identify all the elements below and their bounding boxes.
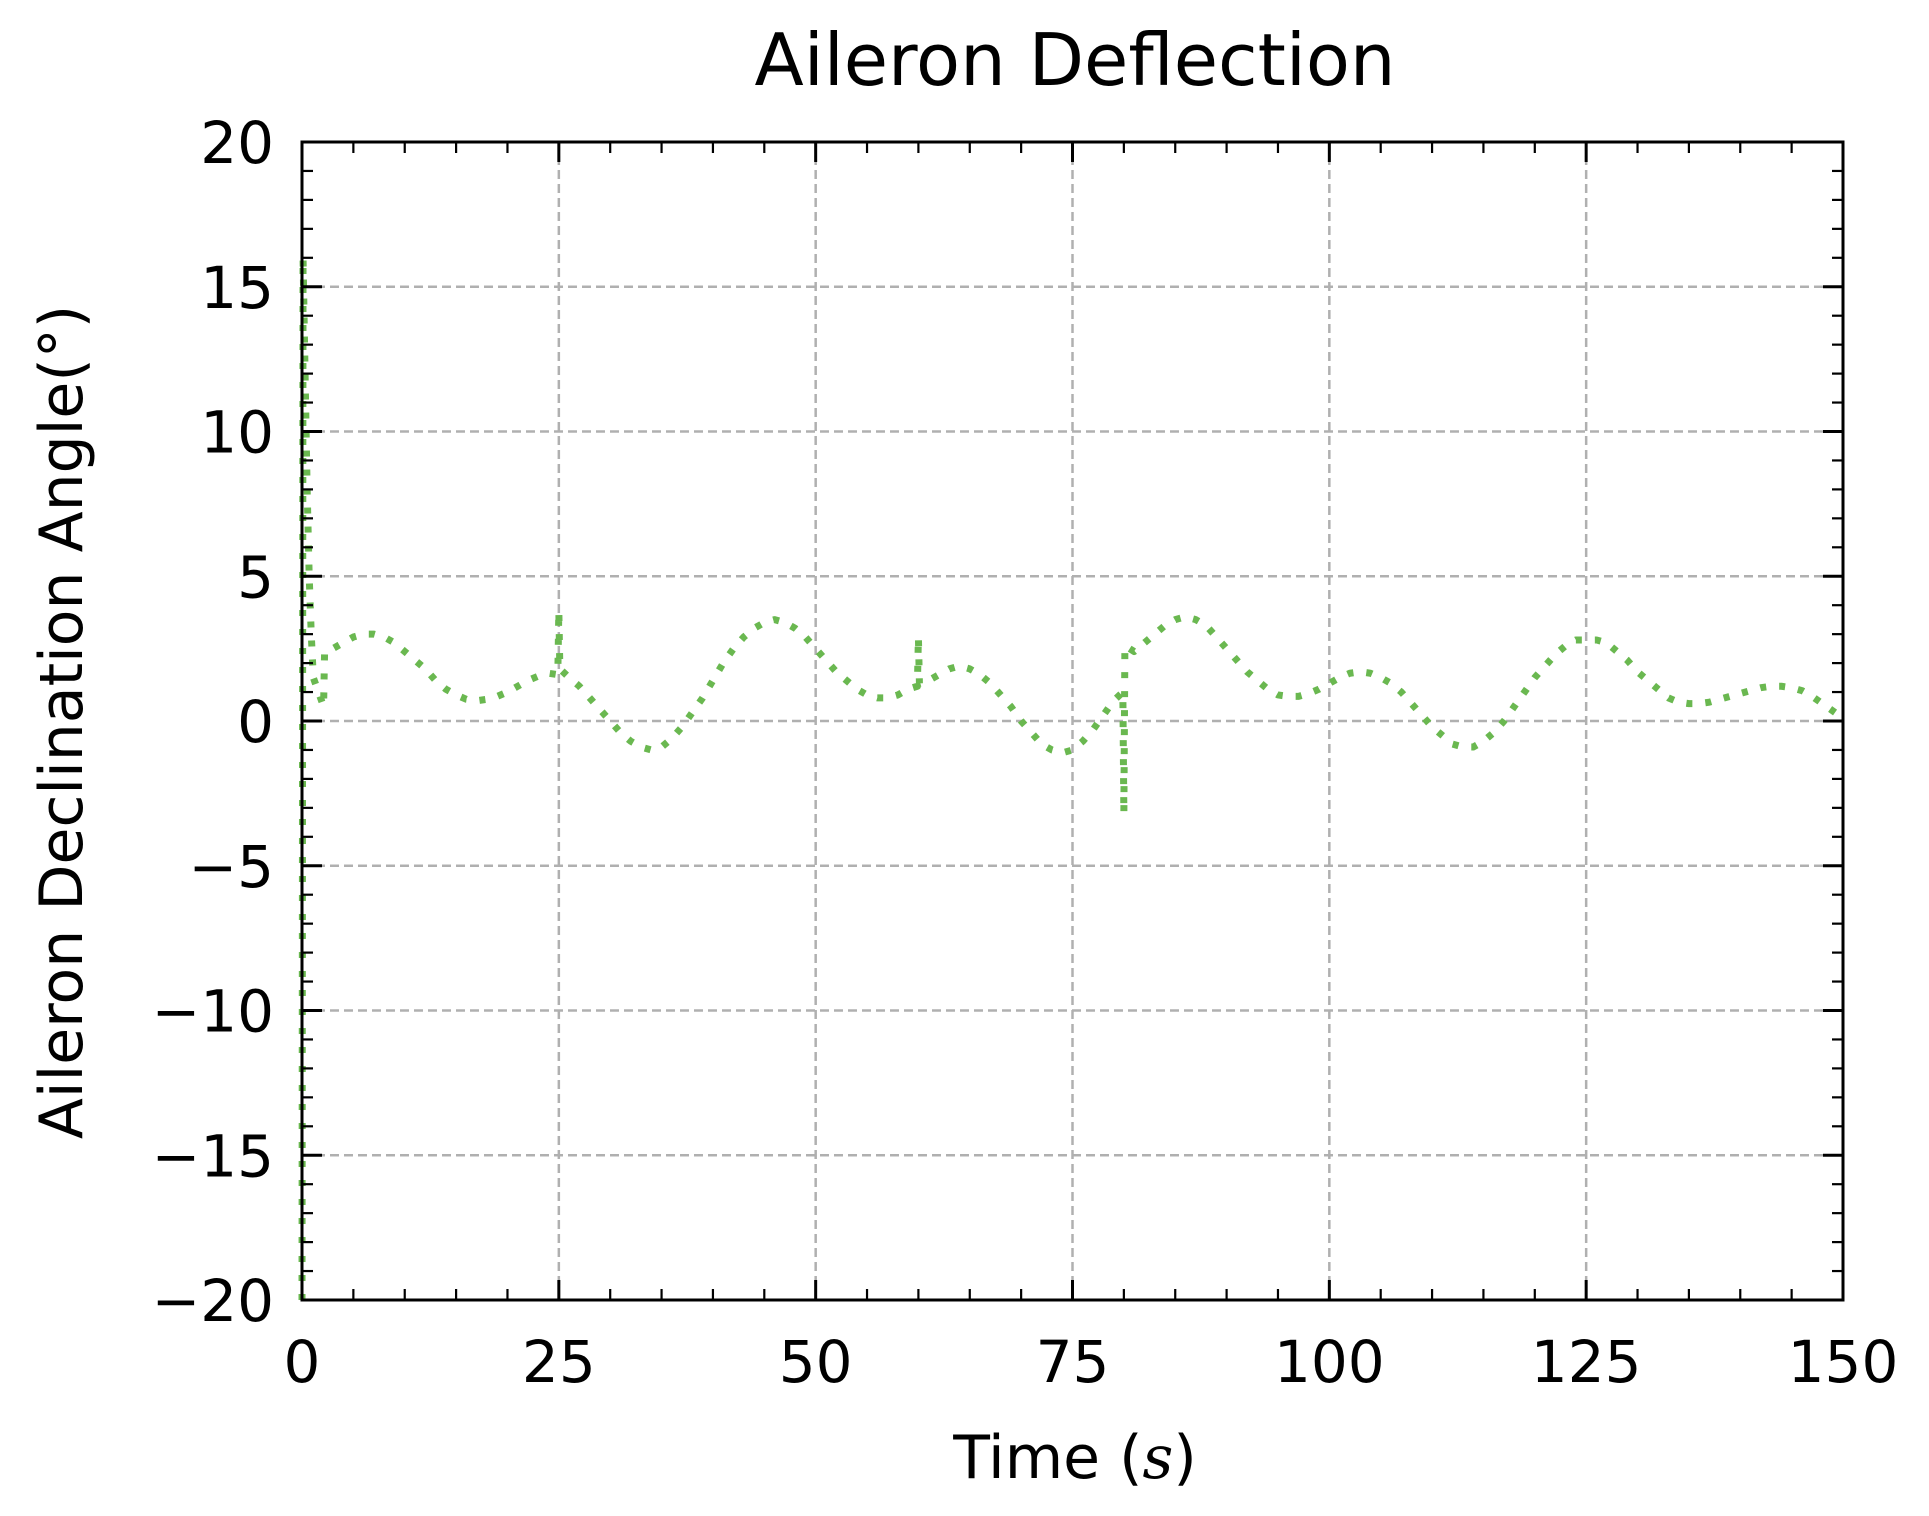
y-tick-label: 10: [200, 399, 274, 467]
y-axis-label: Aileron Declination Angle(°): [27, 305, 97, 1139]
x-tick-label: 100: [1274, 1328, 1385, 1396]
x-axis-label-prefix: Time (: [952, 1423, 1142, 1493]
x-tick-label: 150: [1788, 1328, 1899, 1396]
chart-title: Aileron Deflection: [754, 18, 1395, 102]
y-tick-label: 5: [237, 543, 274, 611]
plot-frame: [300, 140, 1845, 1302]
x-axis-label: Time (s): [952, 1423, 1197, 1493]
y-tick-label: −15: [152, 1122, 274, 1190]
data-series: [298, 254, 1846, 1301]
y-tick-label: −10: [152, 978, 274, 1046]
x-tick-label: 25: [522, 1328, 596, 1396]
tick-labels: 0 25 50 75 100 125 150 −20 −15 −10 −5 0 5 10 15 20: [152, 109, 1899, 1396]
x-tick-label: 50: [779, 1328, 853, 1396]
y-tick-label: 20: [200, 109, 274, 177]
x-tick-label: 125: [1531, 1328, 1642, 1396]
x-axis-label-suffix: ): [1173, 1423, 1196, 1493]
x-tick-label: 0: [284, 1328, 321, 1396]
y-tick-label: −20: [152, 1267, 274, 1335]
x-tick-label: 75: [1036, 1328, 1110, 1396]
x-axis-label-unit: s: [1143, 1423, 1174, 1493]
y-tick-label: 0: [237, 688, 274, 756]
data-series-line-0: [298, 254, 1846, 1301]
y-tick-label: 15: [200, 254, 274, 322]
y-tick-label: −5: [189, 833, 275, 901]
